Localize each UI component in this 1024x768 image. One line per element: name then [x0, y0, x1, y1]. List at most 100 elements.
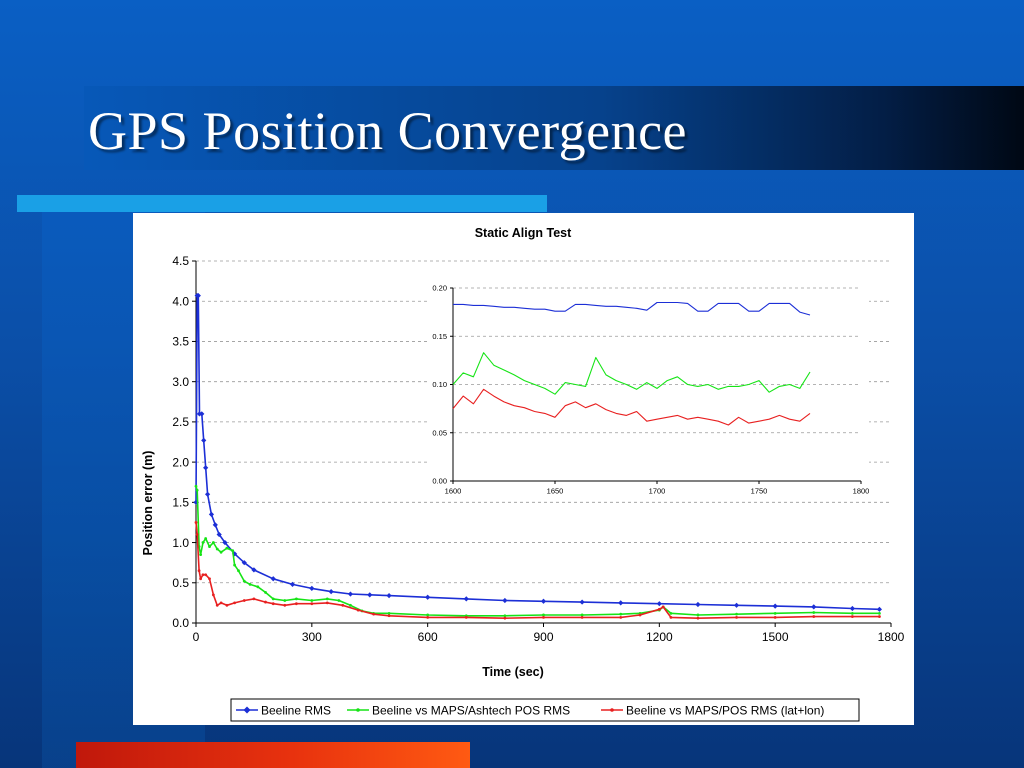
data-point: [661, 605, 665, 609]
data-point: [773, 615, 777, 619]
chart-panel: 0.0 0.5 1.0 1.5 2.0 2.5 3.0 3.5 4.0 4.5 0 300 600 900…: [133, 213, 914, 725]
data-point: [199, 553, 203, 557]
data-point: [579, 599, 585, 605]
data-point: [204, 573, 208, 577]
data-point: [242, 579, 246, 583]
data-point: [231, 549, 235, 552]
data-point: [657, 607, 661, 611]
data-point: [733, 602, 740, 608]
y-tick-label: 0.10: [432, 380, 447, 389]
data-point: [195, 488, 199, 492]
data-point: [580, 615, 584, 619]
data-point: [580, 613, 584, 617]
data-point: [237, 569, 240, 573]
data-point: [386, 593, 392, 599]
chart-svg: 0.0 0.5 1.0 1.5 2.0 2.5 3.0 3.5 4.0 4.5 0 300 600 900…: [141, 226, 905, 722]
data-point: [248, 582, 252, 586]
legend-label: Beeline RMS: [261, 704, 331, 718]
data-point: [426, 615, 430, 619]
data-point: [283, 599, 287, 602]
y-tick-label: 0.5: [172, 576, 189, 590]
data-point: [367, 592, 373, 598]
series-line-beeline-vs-maps-pos-rms-lat-lon: [452, 388, 811, 426]
data-point: [271, 602, 275, 606]
data-point: [232, 551, 238, 557]
data-point: [426, 613, 430, 617]
chart-title: Static Align Test: [475, 226, 572, 240]
data-point: [387, 614, 391, 618]
data-point: [197, 569, 201, 573]
data-point: [772, 603, 778, 609]
legend-label: Beeline vs MAPS/POS RMS (lat+lon): [626, 704, 824, 718]
y-tick-label: 1.0: [172, 536, 189, 550]
x-tick-label: 1600: [445, 487, 462, 496]
data-point: [225, 603, 229, 607]
data-point: [812, 611, 816, 614]
data-point: [310, 602, 314, 606]
accent-bar-top: [17, 195, 547, 212]
data-point: [638, 613, 642, 617]
data-point: [203, 465, 209, 471]
data-point: [337, 599, 341, 602]
data-point: [618, 600, 624, 606]
legend-item-beeline-rms: Beeline RMS: [236, 704, 331, 718]
data-point: [204, 537, 208, 540]
data-point: [215, 547, 219, 551]
y-tick-label: 0.20: [432, 284, 447, 293]
data-point: [211, 541, 215, 544]
y-tick-label: 2.0: [172, 455, 189, 469]
data-point: [215, 603, 219, 607]
data-point: [325, 597, 329, 601]
data-point: [341, 603, 345, 607]
data-point: [233, 601, 237, 605]
data-point: [850, 611, 854, 615]
data-point: [225, 546, 229, 550]
y-tick-label: 4.5: [172, 254, 189, 268]
data-point: [878, 611, 881, 615]
data-point: [464, 615, 468, 619]
data-point: [696, 613, 700, 617]
slide-title: GPS Position Convergence: [88, 101, 688, 161]
data-point: [502, 597, 508, 604]
y-axis-label: Position error (m): [141, 451, 155, 556]
data-point: [264, 600, 267, 604]
data-point: [212, 522, 218, 528]
data-point: [242, 599, 246, 602]
data-point: [811, 604, 817, 610]
x-tick-label: 1500: [762, 630, 789, 644]
data-point: [735, 612, 738, 616]
data-point: [199, 577, 203, 581]
legend: Beeline RMS Beeline vs MAPS/Ashtech POS …: [230, 698, 860, 722]
legend-label: Beeline vs MAPS/Ashtech POS RMS: [372, 704, 570, 718]
x-tick-label: 1650: [547, 487, 564, 496]
x-tick-label: 600: [418, 630, 438, 644]
data-point: [542, 615, 545, 619]
data-point: [387, 611, 391, 615]
y-tick-label: 0.00: [432, 477, 447, 486]
data-point: [251, 567, 257, 573]
data-point: [773, 611, 777, 615]
x-tick-label: 1200: [646, 630, 673, 644]
data-point: [876, 606, 883, 612]
data-point: [233, 563, 237, 567]
data-point: [503, 614, 507, 618]
data-point: [463, 596, 469, 602]
y-tick-label: 3.5: [172, 335, 189, 349]
x-axis-label: Time (sec): [482, 665, 544, 679]
title-band: [84, 86, 1024, 170]
data-point: [294, 597, 298, 601]
data-point: [812, 615, 816, 618]
legend-item-maps-pos: Beeline vs MAPS/POS RMS (lat+lon): [601, 704, 824, 718]
x-tick-label: 1750: [751, 487, 768, 496]
data-point: [425, 594, 431, 600]
legend-item-ashtech: Beeline vs MAPS/Ashtech POS RMS: [347, 704, 570, 718]
data-point: [294, 602, 298, 606]
data-point: [208, 545, 211, 548]
data-point: [669, 615, 673, 619]
data-point: [193, 499, 199, 505]
accent-bar-bottom: [76, 742, 470, 768]
data-point: [328, 589, 334, 595]
y-tick-label: 4.0: [172, 294, 189, 308]
x-tick-label: 1800: [853, 487, 870, 496]
data-point: [252, 597, 256, 601]
